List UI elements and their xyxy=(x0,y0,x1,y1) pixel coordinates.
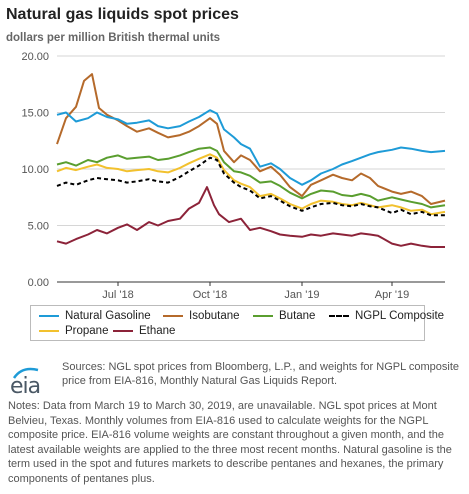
notes-text: Notes: Data from March 19 to March 30, 2… xyxy=(8,400,452,485)
series-line-propane xyxy=(56,153,446,216)
legend-swatch xyxy=(39,330,59,332)
y-tick-label: 0.00 xyxy=(28,277,49,289)
x-tick-label: Apr '19 xyxy=(375,289,410,300)
legend-label: NGPL Composite xyxy=(355,310,445,322)
line-chart: 0.00 5.00 10.00 15.00 20.00 Jul '18 Oct '18 Jan… xyxy=(21,51,446,300)
legend-label: Ethane xyxy=(139,325,176,337)
series-line-ethane xyxy=(56,186,445,248)
series-line-ngpl-composite xyxy=(56,156,445,217)
legend-label: Butane xyxy=(279,310,316,322)
chart-title: Natural gas liquids spot prices xyxy=(6,6,239,23)
legend-swatch xyxy=(163,315,183,317)
x-tick-label: Jan '19 xyxy=(284,289,319,300)
chart-legend: Natural Gasoline Isobutane Butane NGPL Comp… xyxy=(30,305,444,341)
eia-logo-arc-icon xyxy=(12,367,39,379)
legend-label: Propane xyxy=(65,325,109,337)
y-tick-label: 15.00 xyxy=(21,108,49,120)
legend-swatch xyxy=(113,330,133,332)
legend-label: Natural Gasoline xyxy=(65,310,151,322)
sources-note: Sources: NGL spot prices from Bloomberg,… xyxy=(62,361,459,387)
series-line-natural-gasoline xyxy=(56,109,446,186)
legend-swatch xyxy=(253,315,273,317)
x-tick-label: Oct '18 xyxy=(193,289,228,300)
legend-label: Isobutane xyxy=(189,310,240,322)
legend-swatch xyxy=(39,315,59,317)
eia-logo-text: eia xyxy=(10,374,41,399)
y-tick-label: 20.00 xyxy=(21,51,49,63)
y-tick-label: 5.00 xyxy=(28,221,49,233)
chart-subtitle: dollars per million British thermal unit… xyxy=(6,32,221,44)
legend-swatch xyxy=(329,315,349,317)
series-line-butane xyxy=(56,146,446,209)
x-tick-label: Jul '18 xyxy=(102,289,133,300)
series-line-isobutane xyxy=(56,73,446,205)
y-tick-label: 10.00 xyxy=(21,164,49,176)
eia-logo xyxy=(8,364,48,398)
